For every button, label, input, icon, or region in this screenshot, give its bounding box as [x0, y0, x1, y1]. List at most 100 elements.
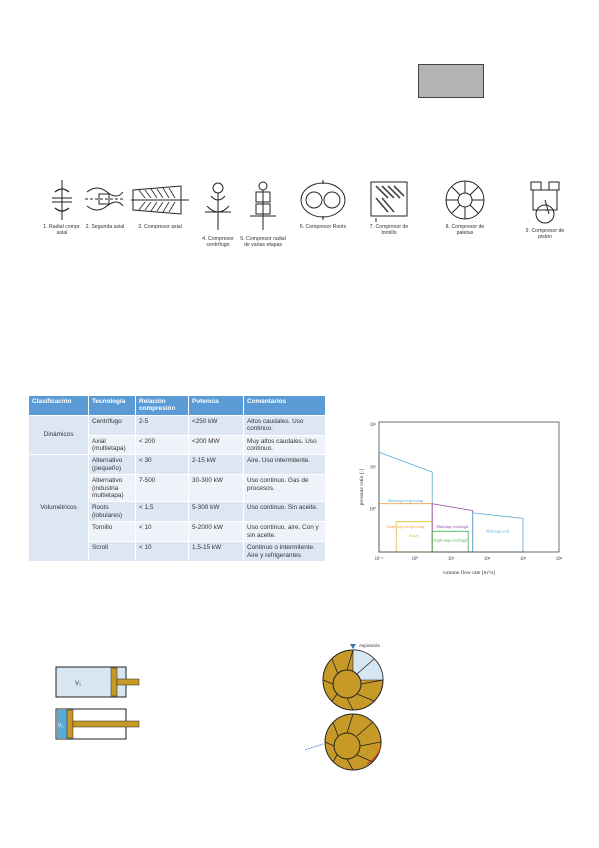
- compressor-9-caption: 9. Compresor de pistón: [525, 228, 565, 240]
- region-label-5: Multistage axial: [486, 529, 509, 533]
- cell-power: 2-15 kW: [188, 454, 244, 475]
- region-labels: Multistage reciprocating Single-stage rec…: [387, 499, 510, 543]
- vane-compressor-icon: [445, 180, 485, 220]
- compressor-3: 3. Compresor axial: [130, 178, 190, 230]
- region-label-3: Multistage centrifugal: [436, 525, 468, 529]
- compressor-9: 9. Compresor de pistón: [520, 178, 570, 240]
- y-tick-label: 10¹: [370, 464, 377, 470]
- x-axis-label: volume flow rate [m³/s]: [443, 569, 495, 576]
- cell-power: 1,5-15 kW: [188, 541, 244, 561]
- axial-stage-icon: [85, 187, 125, 211]
- compressor-map-chart: 10⁻¹ 10⁰ 10¹ 10² 10³ 10⁴ 10² 10¹ 10⁰ volume flo…: [359, 421, 563, 576]
- compressor-8: 8. Compresor de paletas: [440, 178, 490, 236]
- flow-line-icon: [305, 743, 324, 751]
- compressor-6: 6. Compresor Roots: [290, 178, 356, 230]
- compressor-6-caption: 6. Compresor Roots: [299, 224, 347, 230]
- x-tick-label: 10⁴: [556, 556, 563, 562]
- table-header-row: Clasificación Tecnología Relación compre…: [29, 396, 326, 416]
- cell-comment: Altos caudales. Uso continuo.: [243, 414, 326, 436]
- cell-comment: Muy altos caudales. Uso continuo.: [243, 434, 326, 455]
- cell-power: <250 kW: [188, 414, 244, 436]
- header-relacion: Relación compresión: [135, 396, 189, 416]
- cell-tech: Axial (multietapa): [88, 434, 136, 455]
- compressor-5: 5. Compresor radial de varias etapas: [240, 178, 286, 248]
- header-tecnologia: Tecnología: [88, 396, 136, 416]
- table-row: Tornillo < 10 5-2000 kW Uso continuo. ai…: [29, 521, 326, 542]
- rotary-top: Aspiración: [322, 643, 384, 711]
- table-row: Volumétricos Alternativo (pequeño) < 30 …: [29, 454, 326, 561]
- group-dinamicos: Dinámicos: [29, 414, 89, 455]
- cell-ratio: 2-5: [135, 414, 189, 436]
- compressor-7: 7. Compresor de tornillo: [364, 178, 414, 236]
- cell-ratio: < 1,5: [135, 501, 189, 522]
- x-ticks: 10⁻¹ 10⁰ 10¹ 10² 10³ 10⁴: [375, 556, 563, 562]
- compressor-classification-table: Clasificación Tecnología Relación compre…: [29, 396, 326, 561]
- compressor-7-caption: 7. Compresor de tornillo: [369, 224, 409, 236]
- x-tick-label: 10¹: [448, 556, 455, 562]
- cell-tech: Scroll: [88, 541, 136, 561]
- compressor-1-caption: 1. Radial compr. axial: [43, 224, 81, 236]
- cell-ratio: < 10: [135, 521, 189, 542]
- cell-comment: Uso continuo. aire. Con y sin aceite.: [243, 521, 326, 542]
- header-clasificacion: Clasificación: [29, 396, 89, 416]
- cell-tech: Centrífugo: [88, 414, 136, 436]
- cylinder-diagram-bottom: V₂: [55, 708, 140, 740]
- compressor-2: 2. Segunda axial: [82, 178, 128, 230]
- table-row: Alternativo (industria multietapa) 7-500…: [29, 474, 326, 502]
- region-label-0: Multistage reciprocating: [388, 499, 423, 503]
- cell-tech: Roots (lobulares): [88, 501, 136, 522]
- cell-tech: Alternativo (industria multietapa): [88, 474, 136, 502]
- cell-ratio: < 30: [135, 454, 189, 475]
- screw-compressor-icon: [370, 181, 408, 222]
- inlet-arrow-icon: [350, 644, 356, 649]
- compressor-5-caption: 5. Compresor radial de varias etapas: [240, 236, 286, 248]
- cell-tech: Alternativo (pequeño): [88, 454, 136, 475]
- region-label-4: Single-stage centrifugal: [433, 539, 467, 543]
- rotation-arrow-icon: [366, 745, 382, 765]
- table-row: Roots (lobulares) < 1,5 5-300 kW Uso con…: [29, 501, 326, 522]
- centrifugal-compressor-icon: [205, 182, 231, 230]
- header-potencia: Potencia: [188, 396, 244, 416]
- rotary-vane-diagrams: Aspiración: [305, 643, 384, 771]
- group-volumetricos: Volumétricos: [29, 454, 89, 561]
- compressor-1: 1. Radial compr. axial: [40, 178, 84, 236]
- table-row: Dinámicos Centrífugo 2-5 <250 kW Altos c…: [29, 414, 326, 455]
- piston-compressor-icon: [530, 181, 560, 224]
- cylinder-diagram-top: V₁: [55, 666, 140, 698]
- cell-tech: Tornillo: [88, 521, 136, 542]
- table-row: Axial (multietapa) < 200 <200 MW Muy alt…: [29, 434, 326, 455]
- rotary-bottom: [305, 713, 382, 771]
- x-tick-label: 10³: [520, 556, 527, 562]
- cell-comment: Uso continuo. Sin aceite.: [243, 501, 326, 522]
- plot-frame: [378, 421, 560, 553]
- cylinder-bottom-label: V₂: [58, 723, 63, 729]
- cell-ratio: < 10: [135, 541, 189, 561]
- x-tick-label: 10²: [484, 556, 491, 562]
- cell-power: 5-2000 kW: [188, 521, 244, 542]
- cylinder-top-label: V₁: [75, 681, 81, 687]
- region-label-2: Rotary: [409, 534, 419, 538]
- axial-compressor-icon: [131, 185, 189, 215]
- cell-ratio: < 200: [135, 434, 189, 455]
- cell-comment: Uso continuo. Gas de procesos.: [243, 474, 326, 502]
- compressor-8-caption: 8. Compresor de paletas: [445, 224, 485, 236]
- region-label-1: Single-stage reciprocating: [387, 525, 425, 529]
- compressor-2-caption: 2. Segunda axial: [85, 224, 125, 230]
- cell-comment: Continuo o intermitente. Aire y refriger…: [243, 541, 326, 561]
- y-axis-label: pressure ratio [-]: [359, 469, 365, 506]
- multistage-radial-icon: [250, 181, 276, 230]
- y-tick-label: 10²: [370, 422, 377, 428]
- cell-power: <200 MW: [188, 434, 244, 455]
- x-tick-label: 10⁰: [412, 556, 419, 562]
- table-row: Scroll < 10 1,5-15 kW Continuo o intermi…: [29, 541, 326, 561]
- radial-compressor-icon: [52, 180, 72, 220]
- cell-power: 5-300 kW: [188, 501, 244, 522]
- placeholder-box: [418, 64, 484, 98]
- rotary-inlet-label: Aspiración: [359, 643, 381, 648]
- cell-ratio: 7-500: [135, 474, 189, 502]
- compressor-4: 4. Compresor centrífugo: [196, 178, 240, 248]
- compressor-4-caption: 4. Compresor centrífugo: [202, 236, 234, 248]
- y-tick-label: 10⁰: [369, 507, 376, 513]
- y-ticks: 10² 10¹ 10⁰: [369, 422, 376, 513]
- x-tick-label: 10⁻¹: [375, 556, 384, 562]
